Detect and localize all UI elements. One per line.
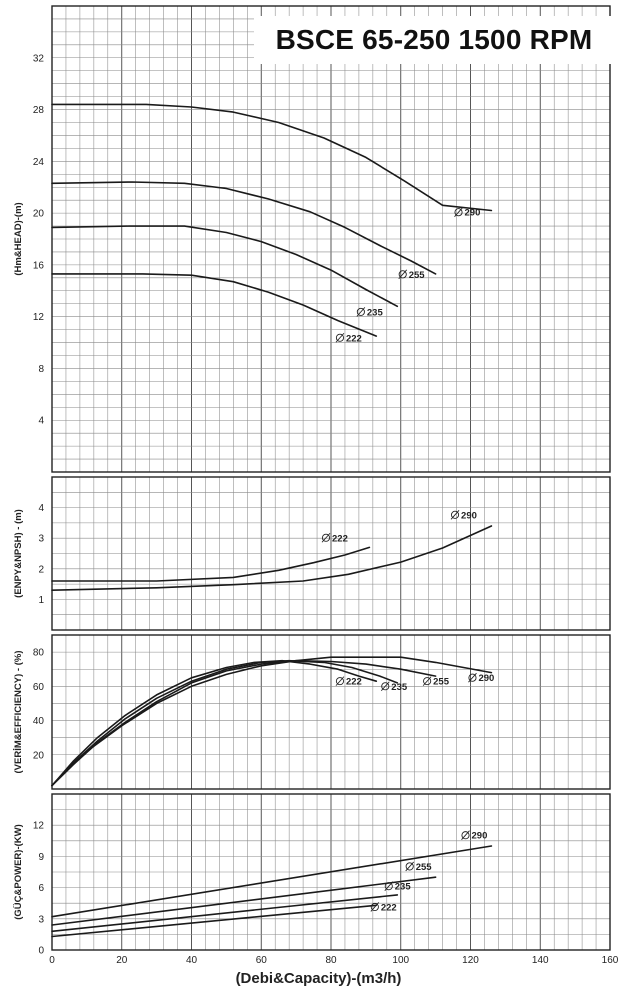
diameter-symbol [335,676,345,686]
y-tick-label: 8 [38,364,44,375]
series-line [51,659,378,787]
y-tick-label: 20 [33,750,45,761]
y-tick-label: 6 [38,883,44,894]
series-annotation: 255 [433,677,450,688]
series-line [51,546,371,582]
series-line [51,525,493,591]
diameter-symbol [450,510,460,519]
x-tick-label: 80 [325,955,337,966]
x-tick-label: 40 [186,955,198,966]
series-annotation: 235 [367,307,384,318]
y-axis-label: (GÜÇ&POWER)-(KW) [13,824,24,920]
series-line [51,845,493,918]
diameter-symbol [335,332,345,343]
y-axis-label: (VERİM&EFFICIENCY) - (%) [13,651,24,774]
series-line [51,273,378,337]
series-line [51,225,399,308]
y-tick-label: 3 [38,534,44,545]
series-annotation: 222 [346,333,362,344]
y-tick-label: 32 [33,53,45,64]
diameter-symbol [422,676,432,686]
x-tick-label: 140 [532,955,549,966]
x-tick-label: 0 [49,955,55,966]
x-axis-label: (Debi&Capacity)-(m3/h) [235,970,402,987]
x-tick-label: 60 [256,955,268,966]
y-tick-label: 80 [33,648,45,659]
diameter-symbol [321,532,331,543]
panel-frame [51,476,611,631]
diameter-symbol [335,333,345,342]
series-line [51,876,437,926]
series-line [51,103,493,212]
x-tick-label: 20 [116,955,128,966]
panel-frame [51,793,611,951]
series-line [51,659,399,787]
x-tick-label: 120 [462,955,479,966]
series-annotation: 222 [346,677,362,688]
y-axis-label: (Hm&HEAD)-(m) [13,202,24,275]
diameter-symbol [370,902,380,912]
y-tick-label: 28 [33,105,45,116]
series-annotation: 235 [391,682,408,693]
panel-frame [51,634,611,790]
series-annotation: 290 [478,673,494,684]
diameter-symbol [380,681,390,692]
diameter-symbol [450,510,460,520]
series-line [51,181,437,275]
x-tick-label: 100 [392,955,409,966]
series-annotation: 235 [395,882,412,893]
diameter-symbol [405,862,414,871]
diameter-symbol [321,533,331,542]
series-annotation: 255 [416,862,433,873]
diameter-symbol [398,270,407,279]
diameter-symbol [454,207,463,217]
series-annotation: 255 [409,270,426,281]
panel-frame [51,5,611,473]
y-tick-label: 12 [33,821,45,832]
series-annotation: 222 [381,902,397,913]
y-tick-label: 40 [33,716,45,727]
y-tick-label: 60 [33,682,45,693]
series-line [51,904,378,938]
diameter-symbol [384,882,393,891]
series-annotation: 290 [465,208,481,219]
series-line [51,894,399,933]
y-tick-label: 9 [38,852,44,863]
diameter-symbol [454,208,463,217]
chart-title: BSCE 65-250 1500 RPM [254,16,614,64]
diameter-symbol [384,881,394,891]
y-tick-label: 20 [33,209,45,220]
diameter-symbol [335,677,345,686]
diameter-symbol [461,830,470,841]
series-line [51,659,437,787]
diameter-symbol [461,831,470,840]
series-annotation: 290 [461,510,477,521]
diameter-symbol [356,307,365,316]
diameter-symbol [423,677,432,686]
diameter-symbol [405,861,415,872]
diameter-symbol [370,902,379,912]
diameter-symbol [356,307,366,317]
y-tick-label: 2 [38,564,44,575]
diameter-symbol [468,672,477,683]
y-axis-label: (ENPY&NPSH) - (m) [13,509,24,598]
y-tick-label: 3 [38,914,44,925]
y-tick-label: 0 [38,946,44,957]
x-tick-label: 160 [602,955,619,966]
y-tick-label: 12 [33,312,45,323]
diameter-symbol [398,269,408,280]
y-tick-label: 24 [33,157,45,168]
y-tick-label: 4 [38,503,44,514]
y-tick-label: 4 [38,416,44,427]
diameter-symbol [468,673,477,682]
diameter-symbol [381,682,390,691]
series-annotation: 290 [472,831,488,842]
y-tick-label: 16 [33,260,45,271]
y-tick-label: 1 [38,595,44,606]
series-annotation: 222 [332,533,348,544]
